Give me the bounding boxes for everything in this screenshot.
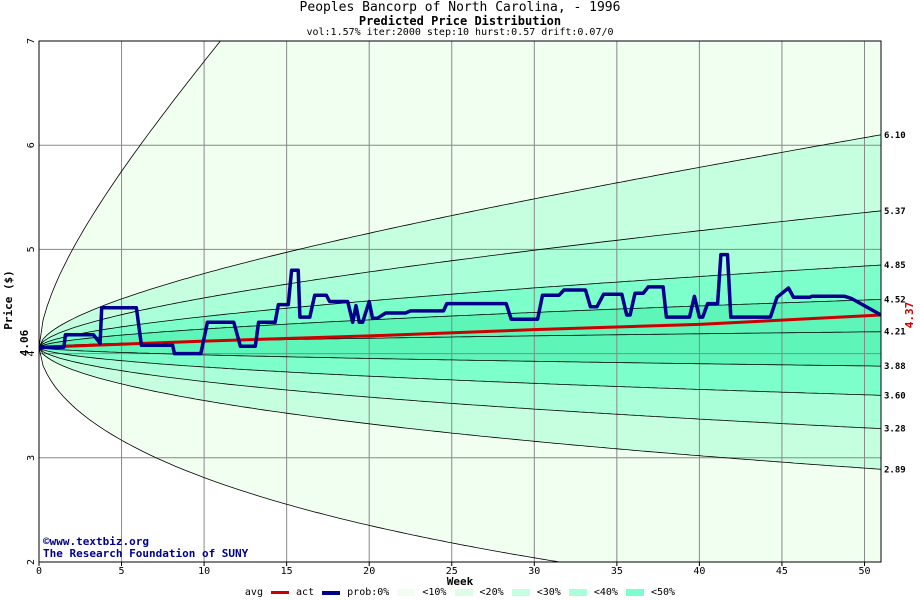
legend-band0-swatch: [397, 589, 416, 596]
y-tick-label-0: 2: [26, 559, 37, 565]
percentile-curve-8: [39, 347, 881, 429]
credit-org: The Research Foundation of SUNY: [43, 547, 249, 560]
y-tick-label-4: 6: [26, 142, 37, 148]
legend-band40-swatch: [625, 589, 644, 596]
legend-act-label: act: [296, 587, 315, 598]
credit-url: ©www.textbiz.org: [43, 535, 149, 548]
percentile-curve-0: [39, 41, 221, 348]
series-avg-line: [39, 313, 881, 349]
end-price-label-6: 3.60: [884, 391, 906, 401]
legend-prob30-label: <30%: [536, 587, 561, 598]
x-tick-label-4: 20: [363, 566, 375, 577]
legend-prob40-label: <40%: [593, 587, 618, 598]
legend-band30-swatch: [568, 589, 587, 596]
end-price-label-4: 4.21: [884, 328, 906, 338]
end-price-label-2: 4.85: [884, 261, 906, 271]
x-tick-label-0: 0: [36, 566, 42, 577]
legend-prob50-label: <50%: [651, 587, 676, 598]
x-tick-label-7: 35: [611, 566, 623, 577]
end-price-label-8: 2.89: [884, 465, 906, 475]
legend-prob10-label: <10%: [422, 587, 447, 598]
y-tick-label-5: 7: [26, 38, 37, 44]
end-price-label-1: 5.37: [884, 207, 906, 217]
chart-params: vol:1.57% iter:2000 step:10 hurst:0.57 d…: [306, 27, 614, 38]
percentile-curve-3: [39, 264, 881, 348]
x-tick-label-3: 15: [281, 566, 293, 577]
percentile-curve-9: [39, 347, 881, 470]
end-price-label-3: 4.52: [884, 295, 906, 305]
series-act-line: [39, 252, 881, 356]
y-tick-label-3: 5: [26, 246, 37, 252]
probability-bands: [39, 41, 881, 562]
x-axis-label: Week: [447, 575, 474, 588]
legend-avg-label: avg: [244, 587, 263, 598]
legend-band10-swatch: [454, 589, 473, 596]
end-price-label-7: 3.28: [884, 425, 906, 435]
legend-prob20-label: <20%: [479, 587, 504, 598]
percentile-curves: [39, 41, 881, 562]
percentile-curve-10: [39, 347, 563, 562]
percentile-curve-1: [39, 134, 881, 348]
legend: avg act prob:0% <10% <20% <30% <40% <50%: [0, 587, 920, 599]
x-tick-label-10: 50: [858, 566, 870, 577]
legend-band20-swatch: [511, 589, 530, 596]
percentile-curve-4: [39, 299, 881, 348]
chart-subtitle: Predicted Price Distribution: [358, 14, 562, 28]
x-tick-label-1: 5: [119, 566, 125, 577]
x-tick-label-8: 40: [693, 566, 705, 577]
end-price-label-5: 3.88: [884, 362, 906, 372]
percentile-curve-2: [39, 210, 881, 348]
x-tick-label-5: 25: [446, 566, 458, 577]
axis-ticks: 0 5 10 15 20 25 30 35 40 45 502345676.105.374.854.…: [26, 38, 906, 577]
plot-frame: [38, 40, 882, 563]
legend-avg-swatch: [271, 591, 289, 594]
x-tick-label-2: 10: [198, 566, 210, 577]
x-tick-label-6: 30: [528, 566, 540, 577]
series-lines: [39, 252, 881, 356]
y-tick-label-1: 3: [26, 455, 37, 461]
legend-prob0-label: prob:0%: [347, 587, 390, 598]
start-price-label: 4.06: [18, 329, 31, 356]
x-tick-label-9: 45: [776, 566, 788, 577]
y-tick-label-2: 4: [26, 351, 37, 357]
y-axis-label: Price ($): [2, 270, 15, 330]
chart-title: Peoples Bancorp of North Carolina, - 199…: [299, 0, 621, 15]
legend-act-swatch: [322, 590, 341, 595]
percentile-curve-7: [39, 346, 881, 396]
current-price-label: 4.37: [903, 302, 916, 329]
end-price-label-0: 6.10: [884, 131, 906, 141]
